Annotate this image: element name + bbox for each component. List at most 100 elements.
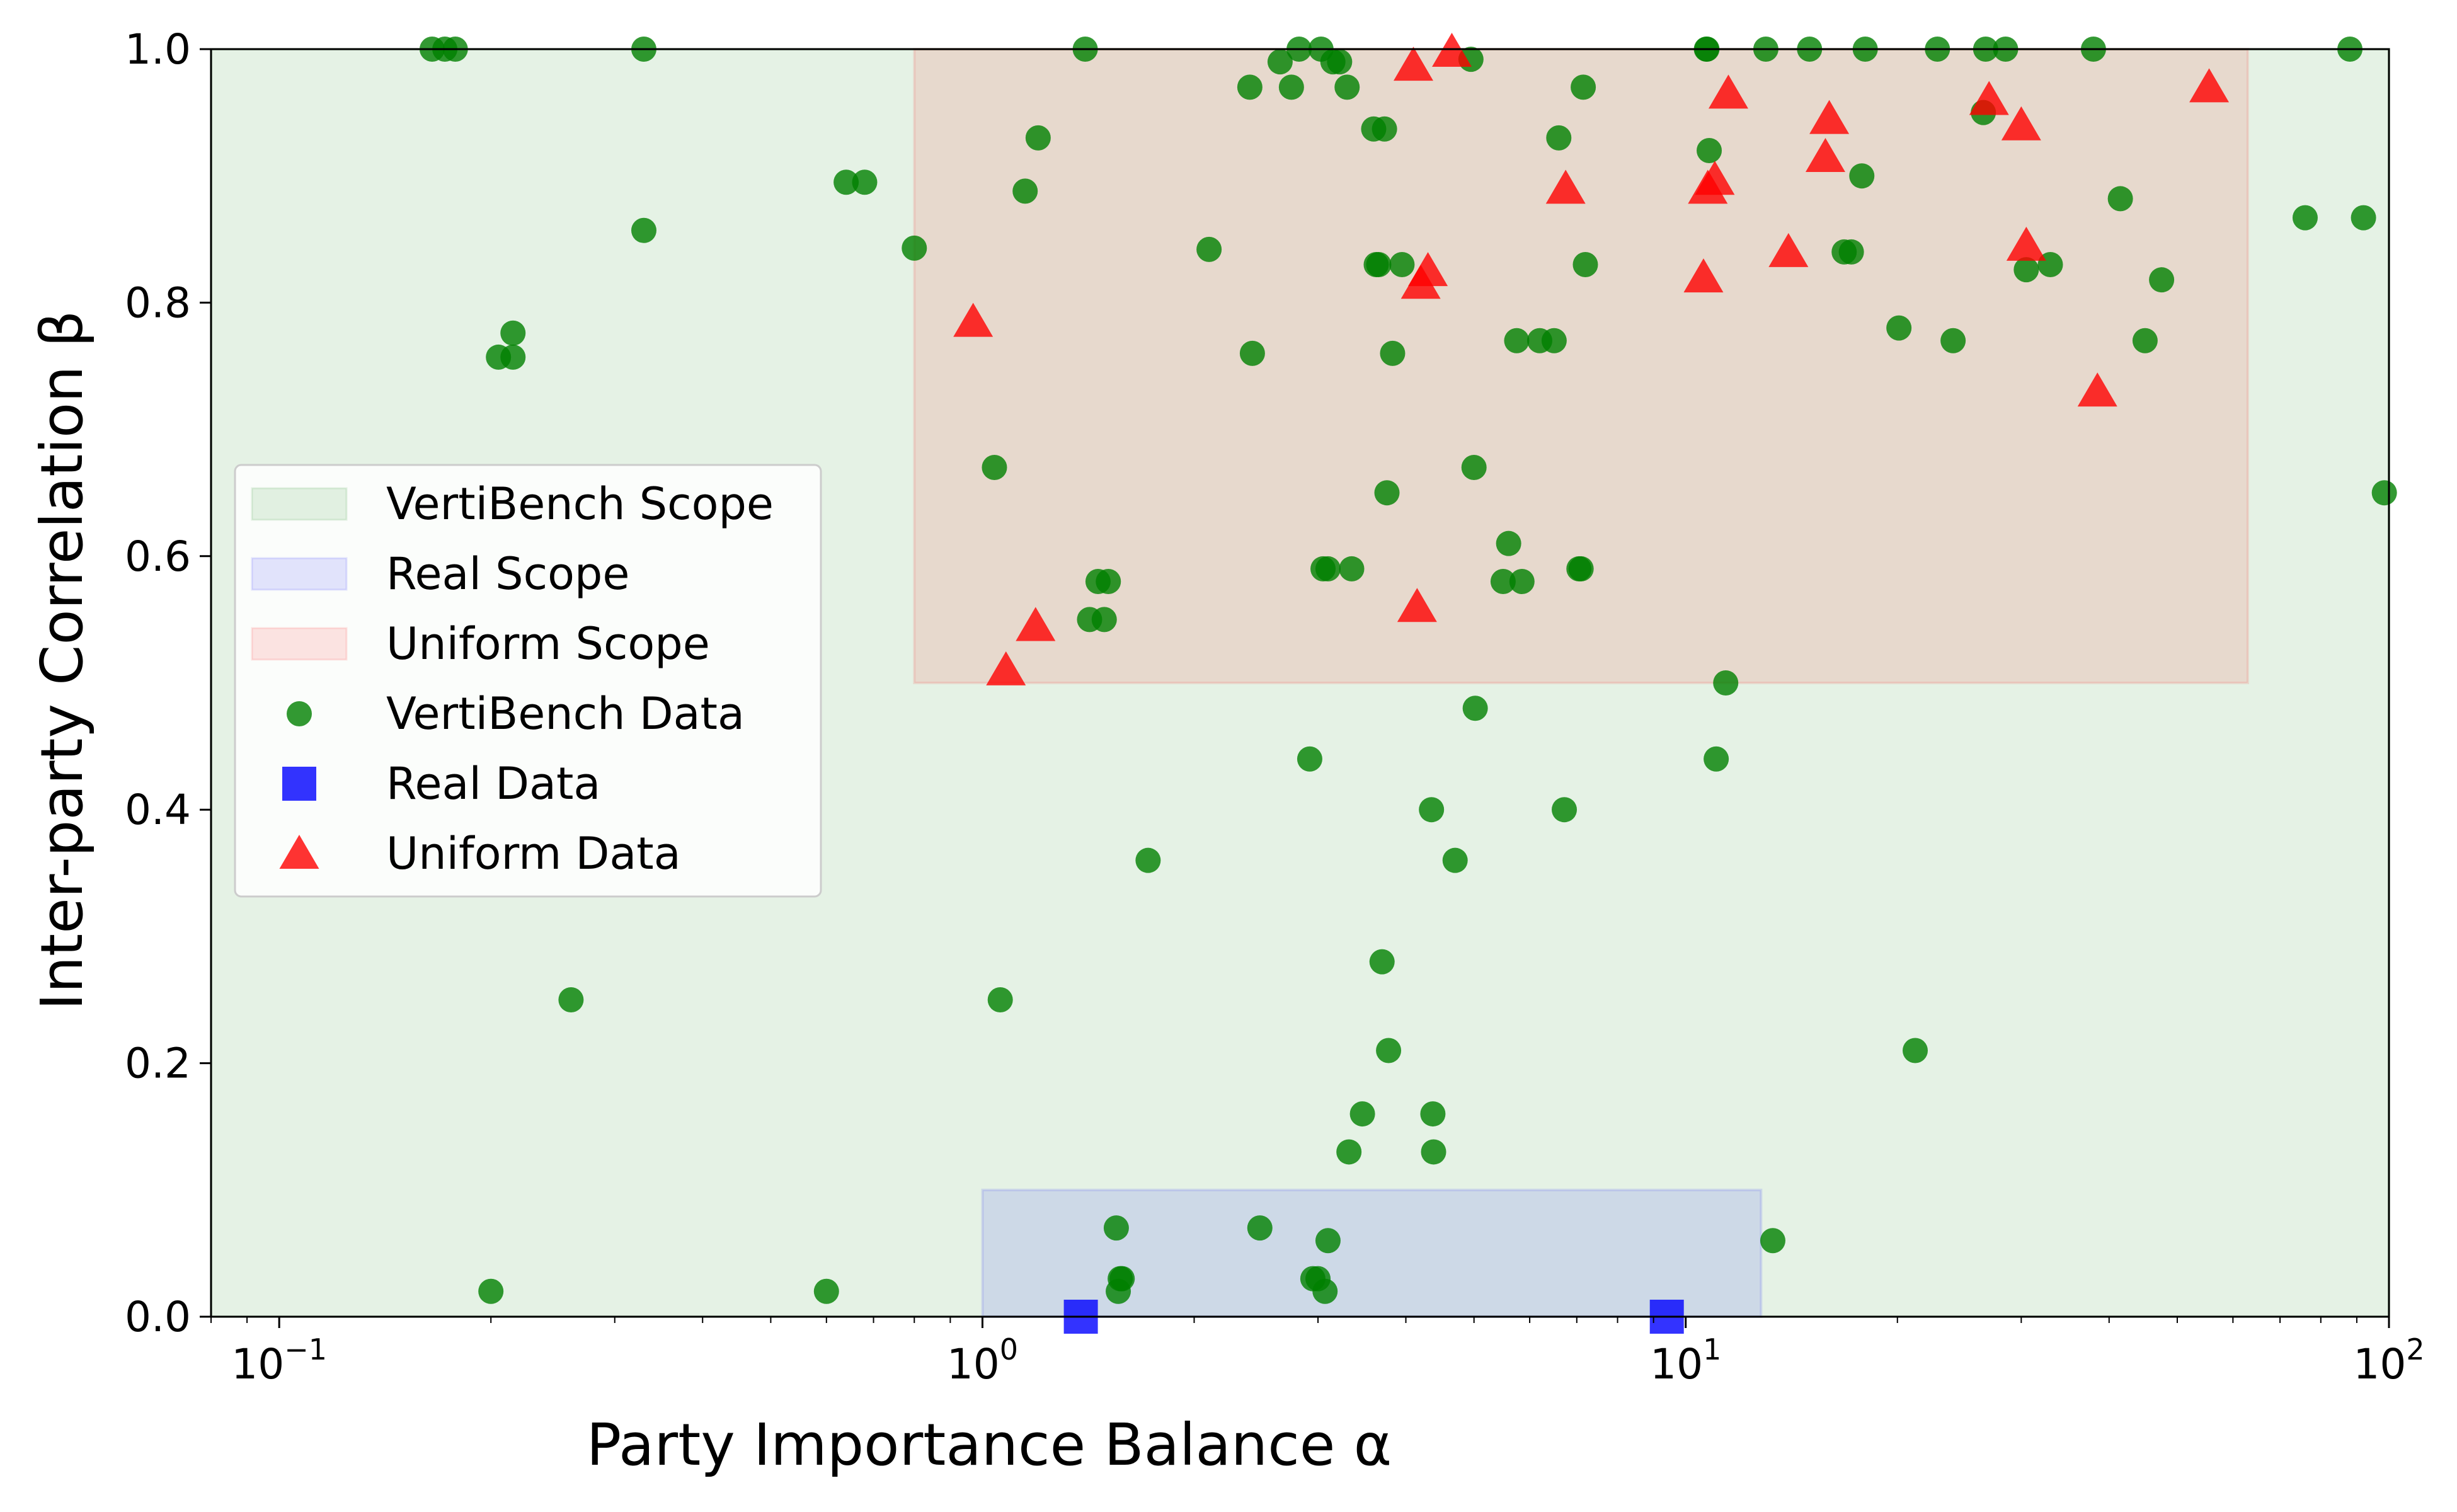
y-axis-title: Inter-party Correlation β: [28, 311, 96, 1011]
circle-point-0-32: [1267, 49, 1293, 75]
triangle-point-2-9: [1683, 258, 1724, 293]
circle-point-0-31: [1247, 1215, 1273, 1241]
circle-point-0-100: [2132, 328, 2158, 353]
circle-point-0-67: [1504, 328, 1530, 353]
circle-point-0-102: [2292, 205, 2318, 231]
circle-point-0-15: [987, 987, 1013, 1012]
x-axis-title: Party Importance Balance α: [587, 1411, 1392, 1479]
circle-point-0-42: [1315, 556, 1341, 581]
legend-swatch-4: [282, 767, 316, 801]
y-tick-label-2: 0.4: [125, 786, 191, 834]
circle-point-0-21: [1091, 607, 1117, 633]
circle-point-0-17: [1025, 125, 1051, 151]
circle-point-0-45: [1334, 74, 1360, 100]
circle-point-0-61: [1442, 847, 1468, 873]
circle-point-0-99: [2107, 186, 2133, 212]
legend-label-2: Uniform Scope: [386, 618, 710, 670]
legend-label-3: VertiBench Data: [386, 688, 745, 740]
circle-point-0-47: [1339, 556, 1365, 581]
circle-point-0-80: [1704, 746, 1729, 772]
circle-point-0-29: [1237, 74, 1263, 100]
circle-point-0-74: [1568, 556, 1594, 581]
circle-point-0-13: [902, 235, 927, 261]
circle-point-0-26: [1109, 1266, 1135, 1292]
circle-point-0-6: [500, 344, 526, 370]
circle-point-0-72: [1552, 797, 1578, 823]
circle-point-0-23: [1103, 1215, 1129, 1241]
circle-point-0-46: [1336, 1139, 1362, 1165]
circle-point-0-101: [2149, 267, 2175, 293]
legend-label-5: Uniform Data: [386, 828, 681, 879]
x-tick-label-2: 101: [1650, 1332, 1721, 1389]
legend-label-4: Real Data: [386, 758, 600, 810]
circle-point-0-68: [1509, 569, 1535, 595]
circle-point-0-64: [1462, 696, 1488, 721]
triangle-point-2-19: [2077, 372, 2117, 407]
triangle-point-2-17: [2001, 106, 2041, 140]
circle-point-0-58: [1419, 797, 1445, 823]
triangle-point-2-18: [2006, 226, 2046, 261]
circle-point-0-22: [1096, 569, 1121, 595]
data-points: [419, 33, 2397, 1334]
y-tick-label-4: 0.8: [125, 278, 191, 327]
triangle-point-2-3: [1393, 47, 1433, 81]
triangle-point-2-15: [1809, 100, 1850, 134]
circle-point-0-83: [1760, 1228, 1785, 1254]
circle-point-0-57: [1389, 252, 1415, 278]
triangle-point-2-2: [1016, 607, 1056, 641]
triangle-point-2-16: [1969, 81, 2009, 115]
circle-point-0-52: [1369, 949, 1395, 975]
circle-point-0-66: [1496, 530, 1521, 556]
x-tick-label-3: 102: [2353, 1332, 2424, 1389]
circle-point-0-79: [1697, 137, 1722, 163]
legend-swatch-3: [287, 701, 312, 726]
circle-point-0-63: [1461, 454, 1487, 480]
circle-point-0-59: [1420, 1101, 1446, 1127]
circle-point-0-30: [1239, 340, 1265, 366]
legend-swatch-1: [251, 557, 348, 591]
circle-point-0-71: [1546, 125, 1572, 151]
circle-point-0-65: [1490, 569, 1516, 595]
circle-point-0-55: [1376, 1038, 1402, 1063]
circle-point-0-56: [1380, 340, 1406, 366]
y-tick-label-0: 0.0: [125, 1293, 191, 1341]
triangle-point-2-12: [1708, 74, 1748, 109]
circle-point-0-28: [1196, 236, 1222, 262]
circle-point-0-81: [1713, 670, 1739, 696]
scope-region-1: [981, 1188, 1763, 1319]
triangle-point-2-14: [1805, 138, 1845, 173]
triangle-point-2-8: [1545, 169, 1586, 204]
triangle-point-2-20: [2189, 68, 2230, 103]
circle-point-0-8: [558, 987, 584, 1012]
y-tick-label-3: 0.6: [125, 532, 191, 581]
circle-point-0-75: [1571, 74, 1596, 100]
circle-point-0-104: [2351, 205, 2376, 231]
circle-point-0-90: [1903, 1038, 1928, 1063]
circle-point-0-70: [1541, 328, 1567, 353]
y-tick-label-5: 1.0: [125, 25, 191, 74]
triangle-point-2-13: [1768, 232, 1809, 267]
legend-box: [234, 464, 822, 898]
circle-point-0-40: [1312, 1278, 1338, 1304]
circle-point-0-54: [1374, 480, 1400, 506]
legend-swatch-5: [279, 835, 319, 869]
triangle-point-2-1: [986, 651, 1026, 685]
circle-point-0-14: [982, 454, 1007, 480]
circle-point-0-4: [478, 1278, 504, 1304]
circle-point-0-33: [1278, 74, 1304, 100]
circle-point-0-44: [1327, 49, 1353, 75]
circle-point-0-41: [1315, 1228, 1341, 1254]
x-tick-label-0: 10−1: [231, 1332, 327, 1389]
circle-point-0-9: [631, 217, 656, 243]
plot-frame: [210, 48, 2390, 1318]
circle-point-0-27: [1135, 847, 1161, 873]
x-axis: 10−1 100 101 102: [210, 1317, 2425, 1389]
circle-point-0-86: [1838, 239, 1864, 265]
circle-point-0-60: [1421, 1139, 1446, 1165]
circle-point-0-35: [1297, 746, 1322, 772]
circle-point-0-105: [2371, 480, 2397, 506]
circle-point-0-51: [1366, 252, 1392, 278]
legend-label-0: VertiBench Scope: [386, 478, 774, 530]
circle-point-0-12: [852, 169, 878, 195]
